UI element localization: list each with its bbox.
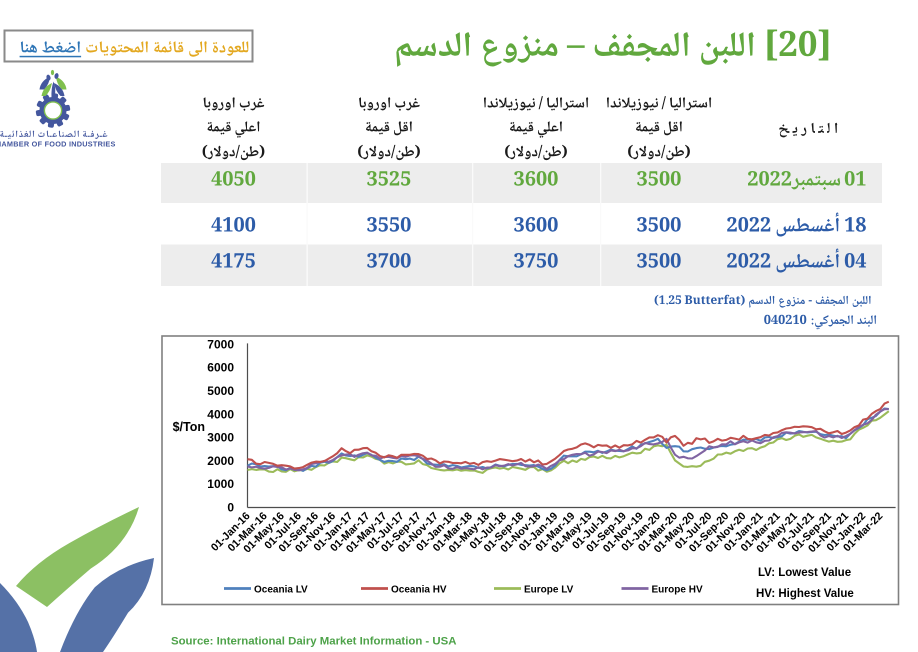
svg-text:Oceania HV: Oceania HV [391,585,447,596]
svg-text:4000: 4000 [207,407,234,421]
svg-text:CHAMBER OF FOOD INDUSTRIES: CHAMBER OF FOOD INDUSTRIES [0,140,116,149]
svg-text:Europe LV: Europe LV [524,585,574,596]
svg-text:Europe HV: Europe HV [652,585,703,596]
svg-text:3000: 3000 [207,431,234,445]
svg-text:Source: International Dairy Ma: Source: International Dairy Market Infor… [171,636,456,648]
svg-text:2000: 2000 [207,454,234,468]
svg-text:0: 0 [227,501,234,515]
svg-text:7000: 7000 [207,337,234,351]
svg-text:LV: Lowest Value: LV: Lowest Value [758,567,851,579]
svg-text:1000: 1000 [207,477,234,491]
svg-text:5000: 5000 [207,384,234,398]
svg-text:6000: 6000 [207,361,234,375]
svg-text:HV: Highest Value: HV: Highest Value [756,588,854,600]
svg-text:Oceania LV: Oceania LV [254,585,308,596]
svg-text:$/Ton: $/Ton [173,420,205,434]
